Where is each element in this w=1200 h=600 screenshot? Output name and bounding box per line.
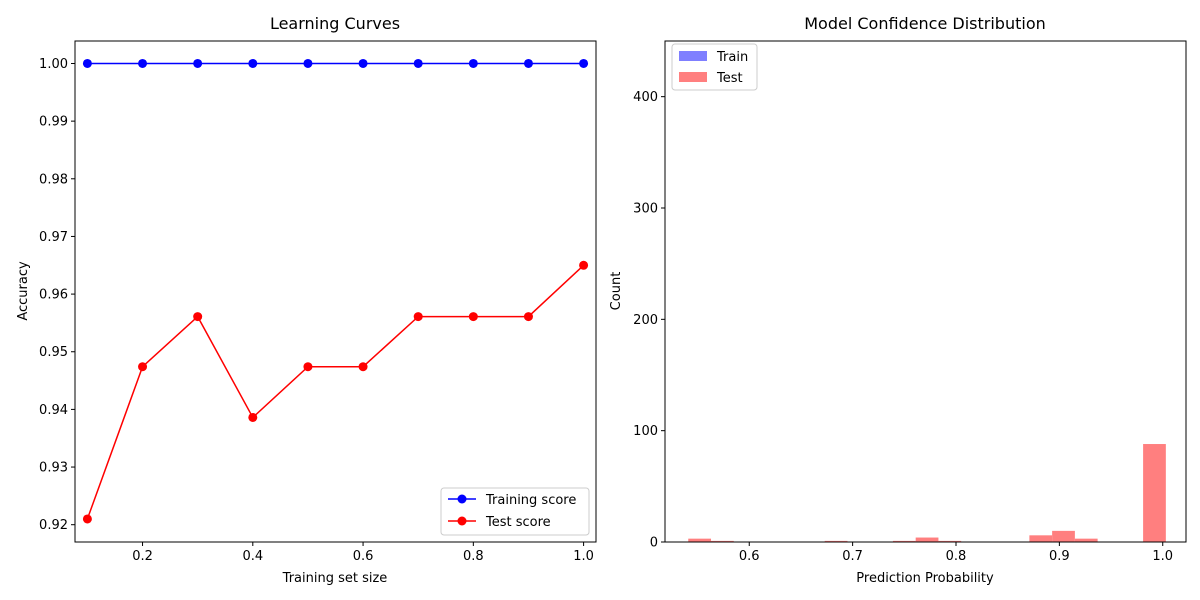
test-score-point <box>579 260 589 270</box>
learning-curves-xtick-label: 1.0 <box>573 549 594 564</box>
training-score-point <box>358 58 368 68</box>
learning-curves-ytick-label: 0.96 <box>39 288 68 303</box>
test-histogram-bar <box>1029 535 1053 542</box>
test-score-point <box>413 312 423 322</box>
learning-curves-xtick-label: 0.6 <box>353 549 374 564</box>
confidence-distribution-xtick-label: 1.0 <box>1152 549 1173 564</box>
learning-curves-legend: Training score Test score <box>440 487 590 536</box>
training-score-point <box>138 58 148 68</box>
test-histogram-bar <box>1052 530 1075 542</box>
test-score-point <box>138 362 148 372</box>
training-score-point <box>579 58 589 68</box>
legend-test-score-marker <box>457 516 467 526</box>
legend-training-score-marker <box>457 494 467 504</box>
learning-curves-frame <box>74 40 597 543</box>
learning-curves-ytick-label: 0.97 <box>39 230 68 245</box>
learning-curves-ylabel: Accuracy <box>16 261 31 321</box>
confidence-distribution-ytick-label: 400 <box>633 90 658 105</box>
learning-curves-lines <box>82 58 589 524</box>
learning-curves-ytick-label: 1.00 <box>39 57 68 72</box>
learning-curves-xtick-label: 0.4 <box>242 549 263 564</box>
training-score-point <box>82 58 92 68</box>
learning-curves-ytick-label: 0.98 <box>39 172 68 187</box>
test-score-point <box>523 312 533 322</box>
test-histogram-bar <box>915 537 939 542</box>
confidence-distribution-ytick-label: 200 <box>633 313 658 328</box>
learning-curves-title: Learning Curves <box>270 14 400 33</box>
learning-curves-legend-box <box>440 487 590 536</box>
test-histogram-bar <box>688 538 712 542</box>
test-histogram-bar <box>824 540 848 542</box>
confidence-distribution-ticks: 0.6 0.7 0.8 0.9 1.0 0 100 200 300 400 <box>633 90 1173 564</box>
confidence-distribution-title: Model Confidence Distribution <box>804 14 1046 33</box>
learning-curves-xtick-label: 0.2 <box>132 549 153 564</box>
learning-curves-ytick-label: 0.95 <box>39 345 68 360</box>
test-score-point <box>358 362 368 372</box>
learning-curves-ytick-label: 0.92 <box>39 518 68 533</box>
confidence-distribution-ytick-label: 100 <box>633 424 658 439</box>
legend-train-label: Train <box>716 50 748 65</box>
confidence-distribution-xtick-label: 0.8 <box>946 549 967 564</box>
learning-curves-panel: Learning Curves 0.2 0.4 0.6 0.8 1.00.920.930… <box>16 14 597 586</box>
test-histogram-bar <box>892 540 916 542</box>
learning-curves-xlabel: Training set size <box>282 571 388 586</box>
confidence-distribution-xtick-label: 0.9 <box>1049 549 1070 564</box>
confidence-distribution-legend: Train Test <box>671 43 758 91</box>
test-histogram-bar <box>1143 444 1166 542</box>
test-score-point <box>468 312 478 322</box>
confidence-distribution-xtick-label: 0.6 <box>739 549 760 564</box>
confidence-distribution-xtick-label: 0.7 <box>842 549 863 564</box>
learning-curves-ytick-label: 0.99 <box>39 115 68 130</box>
confidence-distribution-ylabel: Count <box>609 272 624 311</box>
learning-curves-ytick-label: 0.93 <box>39 461 68 476</box>
test-score-point <box>193 312 203 322</box>
test-histogram-bar <box>1074 538 1098 542</box>
confidence-distribution-bars <box>688 444 1166 542</box>
legend-test-score-label: Test score <box>485 515 551 530</box>
learning-curves-xtick-label: 0.8 <box>463 549 484 564</box>
test-score-point <box>82 514 92 524</box>
legend-test-swatch <box>679 72 707 82</box>
legend-train-swatch <box>679 51 707 61</box>
confidence-distribution-ytick-label: 0 <box>650 536 658 551</box>
learning-curves-ticks: 0.2 0.4 0.6 0.8 1.0 0.92 0.93 0.94 0.95 0.96 0.97 0… <box>39 57 594 564</box>
confidence-distribution-xlabel: Prediction Probability <box>856 571 994 586</box>
confidence-distribution-frame <box>664 40 1187 543</box>
training-score-point <box>523 58 533 68</box>
training-score-point <box>413 58 423 68</box>
test-histogram-bar <box>711 540 734 542</box>
test-score-line <box>86 264 585 520</box>
legend-training-score-label: Training score <box>485 493 576 508</box>
confidence-distribution-ytick-label: 300 <box>633 202 658 217</box>
training-score-point <box>303 58 313 68</box>
learning-curves-ytick-label: 0.94 <box>39 403 68 418</box>
test-score-point <box>303 362 313 372</box>
legend-test-label: Test <box>716 71 743 86</box>
test-histogram-bar <box>938 540 962 542</box>
confidence-distribution-panel: Model Confidence Distribution 0.6 0.7 0.8 0… <box>609 14 1187 586</box>
training-score-point <box>193 58 203 68</box>
test-score-point <box>248 412 258 422</box>
training-score-point <box>248 58 258 68</box>
training-score-point <box>468 58 478 68</box>
